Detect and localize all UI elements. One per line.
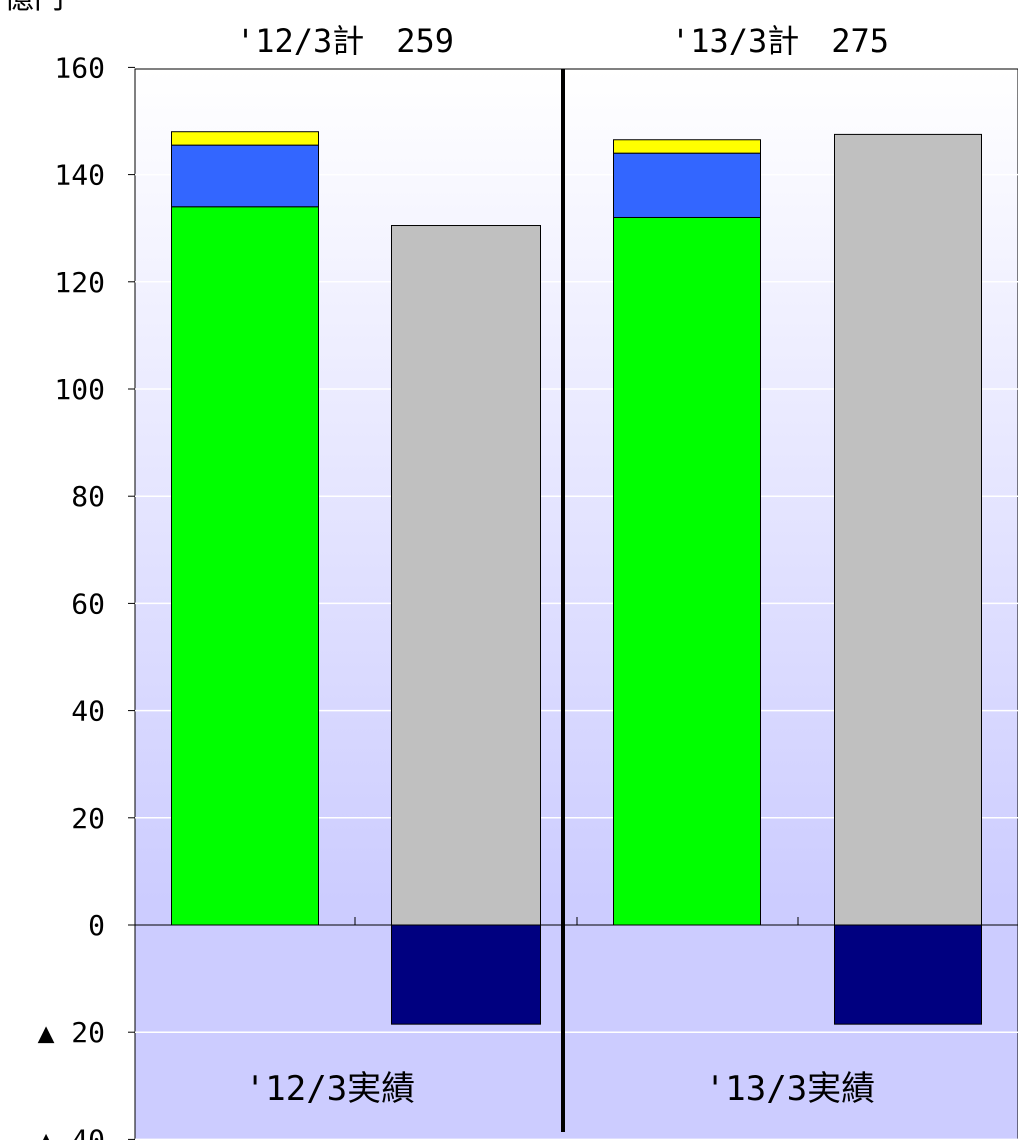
bar-segment [171,206,319,926]
period-label: '12/3実績 [245,1069,415,1109]
bar-segment [613,139,761,154]
bar-segment [171,131,319,146]
y-tick-label: 140 [54,159,105,192]
y-tick-label: 20 [71,802,105,835]
unit-label: 億円 [4,0,64,16]
y-tick-label: 0 [88,909,105,942]
bar-segment [613,216,761,926]
y-tick-label: ▲ 40 [38,1123,105,1140]
bar-segment [834,924,982,1025]
y-tick-label: ▲ 20 [38,1016,105,1049]
bars [171,131,982,1025]
bar-segment [391,225,541,926]
bar-segment [834,133,982,926]
bar-segment [391,924,541,1025]
y-tick-label: 160 [54,51,105,84]
period-total-label: '13/3計 275 [671,22,889,60]
bar-segment [171,144,319,208]
axes [128,66,1018,1140]
y-tick-label: 80 [71,480,105,513]
period-total-label: '12/3計 259 [236,22,454,60]
y-tick-label: 120 [54,266,105,299]
y-tick-label: 100 [54,373,105,406]
y-tick-label: 60 [71,587,105,620]
labels: 160 140 120 100 80 60 40 20 0 ▲ 20 ▲ 40 '12/3計 259 '… [38,22,890,1140]
y-tick-label: 40 [71,695,105,728]
bar-segment [613,152,761,218]
period-label: '13/3実績 [705,1069,875,1109]
